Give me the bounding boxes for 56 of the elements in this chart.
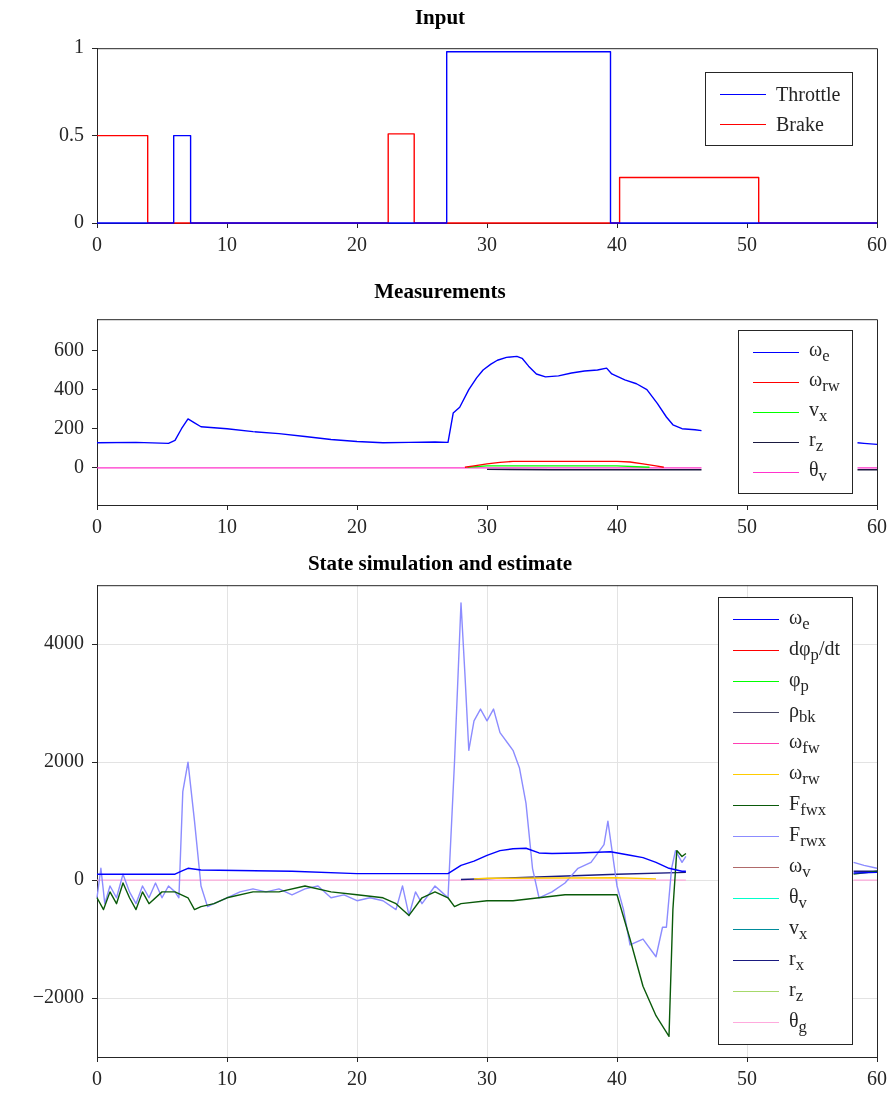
- x-tick-label: 50: [737, 1067, 757, 1090]
- legend-label: dφ$_{p}$/dt: [789, 636, 840, 665]
- legend-label: F$_{rwx}$: [789, 822, 827, 851]
- chart-title: State simulation and estimate: [307, 551, 573, 576]
- x-tick-label: 0: [92, 515, 102, 538]
- x-tick-label: 20: [347, 233, 367, 256]
- legend-label: ω$_{rw}$: [789, 760, 820, 789]
- legend-label: ω$_{rw}$: [809, 368, 840, 397]
- x-tick-label: 60: [867, 515, 887, 538]
- y-tick-label: 200: [54, 415, 84, 438]
- legend-label: v$_{x}$: [789, 915, 808, 944]
- y-tick-label: 1: [74, 35, 84, 58]
- x-tick-label: 40: [607, 233, 627, 256]
- x-tick-label: 40: [607, 515, 627, 538]
- legend-label: φ$_{p}$: [789, 667, 809, 696]
- x-tick-label: 0: [92, 1067, 102, 1090]
- y-tick-label: 0.5: [59, 122, 84, 145]
- x-tick-label: 30: [477, 1067, 497, 1090]
- legend-label: ω$_{fw}$: [789, 729, 820, 758]
- y-tick-label: 400: [54, 376, 84, 399]
- x-tick-label: 20: [347, 1067, 367, 1090]
- x-tick-label: 50: [737, 515, 757, 538]
- legend-label: ω$_{e}$: [789, 605, 810, 634]
- y-tick-label: 600: [54, 337, 84, 360]
- y-tick-label: 4000: [44, 631, 84, 654]
- legend-label: ρ$_{bk}$: [789, 698, 816, 727]
- legend-label: Throttle: [776, 82, 841, 106]
- x-tick-label: 50: [737, 233, 757, 256]
- y-tick-label: 0: [74, 455, 84, 478]
- y-tick-label: 0: [74, 210, 84, 233]
- legend-label: ω$_{v}$: [789, 853, 811, 882]
- legend-label: θ$_{g}$: [789, 1008, 807, 1037]
- legend-label: θ$_{v}$: [809, 458, 827, 487]
- legend-label: θ$_{v}$: [789, 884, 807, 913]
- x-tick-label: 60: [867, 1067, 887, 1090]
- legend-label: r$_{z}$: [809, 428, 824, 457]
- legend-label: r$_{x}$: [789, 946, 804, 975]
- x-tick-label: 10: [217, 515, 237, 538]
- chart-title: Measurements: [374, 279, 506, 304]
- y-tick-label: 0: [74, 867, 84, 890]
- legend-label: Brake: [776, 112, 824, 136]
- chart-title: Input: [414, 5, 466, 30]
- x-tick-label: 40: [607, 1067, 627, 1090]
- x-tick-label: 30: [477, 233, 497, 256]
- x-tick-label: 0: [92, 233, 102, 256]
- x-tick-label: 60: [867, 233, 887, 256]
- legend-label: F$_{fwx}$: [789, 791, 827, 820]
- x-tick-label: 20: [347, 515, 367, 538]
- x-tick-label: 10: [217, 1067, 237, 1090]
- legend-label: v$_{x}$: [809, 398, 828, 427]
- x-tick-label: 30: [477, 515, 497, 538]
- legend-label: r$_{z}$: [789, 977, 804, 1006]
- legend-label: ω$_{e}$: [809, 338, 830, 367]
- y-tick-label: 2000: [44, 749, 84, 772]
- y-tick-label: −2000: [32, 985, 84, 1008]
- x-tick-label: 10: [217, 233, 237, 256]
